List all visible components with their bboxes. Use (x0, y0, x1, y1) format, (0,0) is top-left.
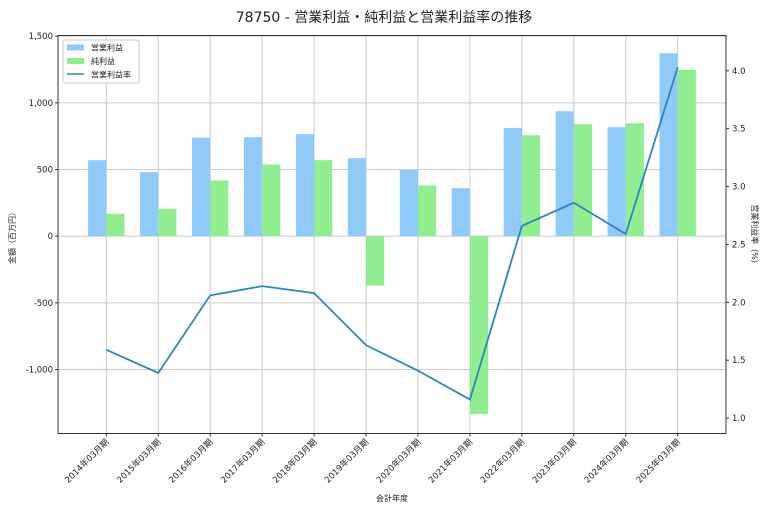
bar-net-profit (314, 160, 333, 237)
bar-operating-profit (659, 53, 678, 237)
y2-tick-label: 1.5 (732, 356, 746, 366)
y2-tick-label: 3.0 (732, 183, 746, 193)
x-tick-label: 2016年03月期 (167, 437, 216, 486)
bar-net-profit (625, 123, 644, 237)
bar-net-profit (210, 180, 229, 237)
x-tick-label: 2014年03月期 (63, 437, 112, 486)
bar-net-profit (158, 208, 177, 237)
x-tick-label: 2024年03月期 (582, 437, 631, 486)
x-tick-label: 2017年03月期 (219, 437, 268, 486)
y-tick-label: 500 (37, 166, 53, 176)
bar-net-profit (521, 135, 541, 237)
bar-net-profit (366, 236, 385, 286)
y-axis-label: 金額（百万円） (7, 208, 17, 264)
x-tick-label: 2023年03月期 (530, 437, 579, 486)
bar-net-profit (417, 185, 437, 237)
legend-label-net-profit: 純利益 (91, 56, 115, 66)
bar-net-profit (262, 164, 281, 237)
y2-tick-label: 2.5 (732, 240, 746, 250)
legend-swatch-net-profit (67, 58, 84, 64)
y-tick-label: 1,000 (29, 99, 53, 109)
y-tick-label: -500 (34, 299, 53, 309)
x-tick-label: 2018年03月期 (270, 437, 319, 486)
y-tick-label: 1,500 (29, 32, 53, 42)
bar-operating-profit (451, 188, 470, 237)
bar-net-profit (106, 213, 125, 237)
line-operating-margin (105, 67, 679, 401)
legend: 営業利益 純利益 営業利益率 (62, 39, 140, 84)
y-tick-label: -1,000 (26, 366, 53, 376)
y2-tick-label: 1.0 (732, 414, 746, 424)
y2-tick-label: 4.0 (732, 67, 746, 77)
legend-label-operating-margin: 営業利益率 (91, 70, 131, 80)
x-tick-label: 2022年03月期 (478, 437, 527, 486)
x-tick-label: 2015年03月期 (115, 437, 164, 486)
x-tick-label: 2025年03月期 (634, 437, 683, 486)
x-axis-label: 会計年度 (376, 493, 408, 503)
x-tick-label: 2021年03月期 (426, 437, 475, 486)
bar-operating-profit (140, 172, 159, 237)
bar-operating-profit (607, 127, 626, 237)
plot-frame (57, 35, 727, 434)
line-series (105, 67, 679, 401)
bar-operating-profit (88, 160, 107, 237)
y2-tick-label: 2.0 (732, 298, 746, 308)
x-axis: 2014年03月期 2015年03月期 2016年03月期 2017年03月期 2018… (63, 433, 683, 486)
legend-label-operating-profit: 営業利益 (91, 43, 123, 53)
bar-operating-profit (555, 111, 574, 237)
y-tick-label: 0 (48, 232, 53, 242)
y2-axis-label: 営業利益率（%） (750, 204, 760, 268)
y-axis-left: -1,000 -500 0 500 1,000 1,500 (26, 32, 58, 376)
y-axis-right: 1.0 1.5 2.0 2.5 3.0 3.5 4.0 (726, 67, 746, 424)
bar-operating-profit (243, 137, 263, 237)
bars (88, 53, 696, 415)
chart-title: 78750 - 営業利益・純利益と営業利益率の推移 (236, 9, 533, 26)
bar-net-profit (677, 69, 696, 237)
x-tick-label: 2019年03月期 (322, 437, 371, 486)
bar-operating-profit (295, 134, 315, 237)
y2-tick-label: 3.5 (732, 125, 746, 135)
x-tick-label: 2020年03月期 (374, 437, 423, 486)
bar-operating-profit (192, 137, 211, 237)
bar-operating-profit (399, 169, 418, 237)
bar-operating-profit (347, 158, 367, 237)
bar-net-profit (573, 124, 592, 237)
bar-net-profit (469, 236, 489, 415)
legend-swatch-operating-profit (67, 44, 84, 51)
bar-operating-profit (503, 127, 522, 237)
